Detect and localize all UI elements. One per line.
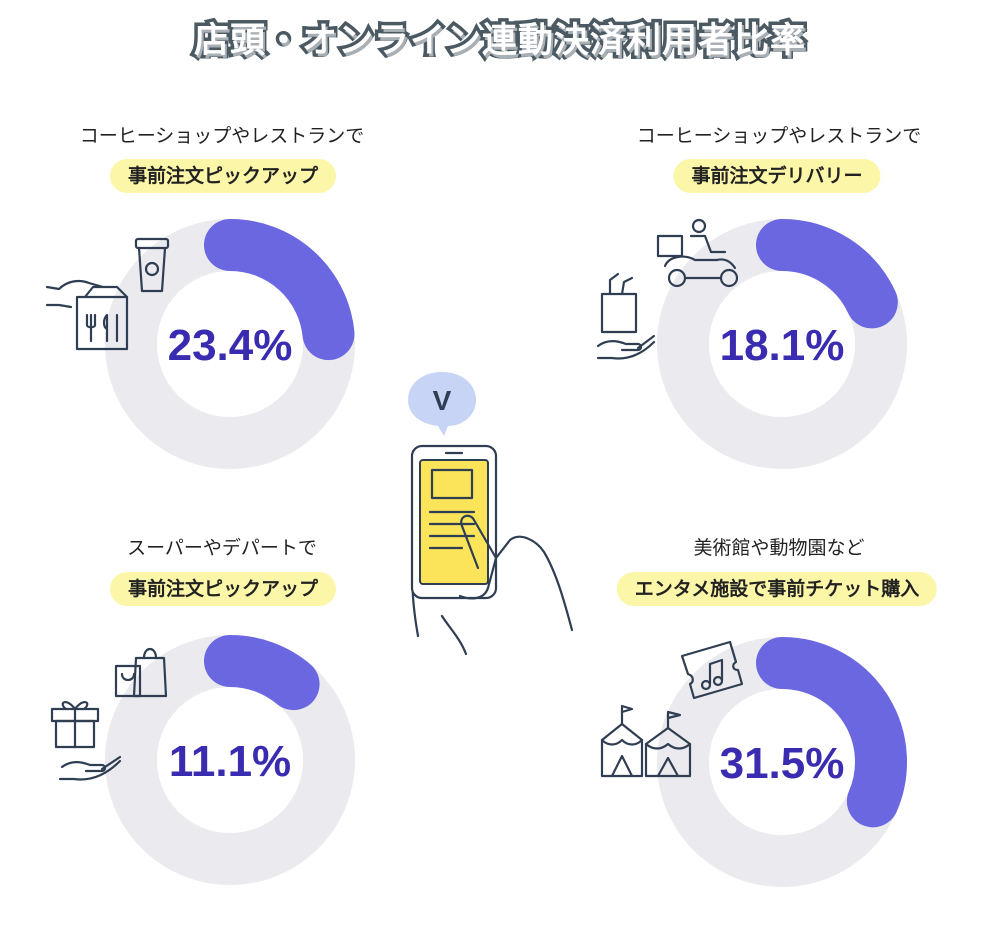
- hand-bag-icon: [45, 279, 129, 351]
- donut-chart-d0: 23.4%: [105, 219, 355, 469]
- donut-center: [709, 271, 855, 417]
- donut-percent-label: 18.1%: [720, 321, 845, 370]
- coffee-cup-icon: [134, 237, 170, 293]
- caption-d2: スーパーやデパートで: [127, 537, 317, 559]
- donut-value-arc: [204, 635, 320, 711]
- donut-chart-d2: 11.1%: [105, 635, 355, 885]
- caption-d1: コーヒーショップやレストランで: [636, 125, 922, 147]
- grocery-hand-icon: [596, 272, 656, 360]
- caption-d3: 美術館や動物園など: [693, 537, 865, 559]
- pill-d3: エンタメ施設で事前チケット購入: [616, 572, 938, 606]
- donut-percent-label: 31.5%: [720, 739, 845, 788]
- donut-center: [709, 689, 855, 835]
- donut-value-arc: [204, 219, 355, 361]
- bubble-check-mark: V: [433, 385, 452, 416]
- donut-center: [157, 271, 303, 417]
- donut-center: [157, 687, 303, 833]
- circus-tent-icon: [600, 704, 692, 778]
- gift-hand-icon: [50, 701, 122, 781]
- ticket-music-icon: [680, 640, 744, 700]
- pill-d1: 事前注文デリバリー: [673, 159, 881, 193]
- donut-chart-d3: 31.5%: [657, 637, 907, 887]
- donut-chart-d1: 18.1%: [657, 219, 907, 469]
- donut-value-arc: [756, 637, 907, 828]
- donut-percent-label: 11.1%: [169, 737, 291, 786]
- scooter-delivery-icon: [656, 218, 739, 288]
- donut-value-arc: [756, 219, 898, 329]
- pill-d0: 事前注文ピックアップ: [109, 159, 337, 193]
- shopping-bag-icon: [114, 647, 168, 698]
- check-bubble-icon: V: [408, 372, 476, 436]
- page-title: 店頭・オンライン連動決済利用者比率: [190, 18, 808, 65]
- caption-d0: コーヒーショップやレストランで: [79, 125, 365, 147]
- pill-d2: 事前注文ピックアップ: [109, 572, 337, 606]
- smartphone-hand-icon: [410, 444, 574, 656]
- donut-percent-label: 23.4%: [168, 321, 293, 370]
